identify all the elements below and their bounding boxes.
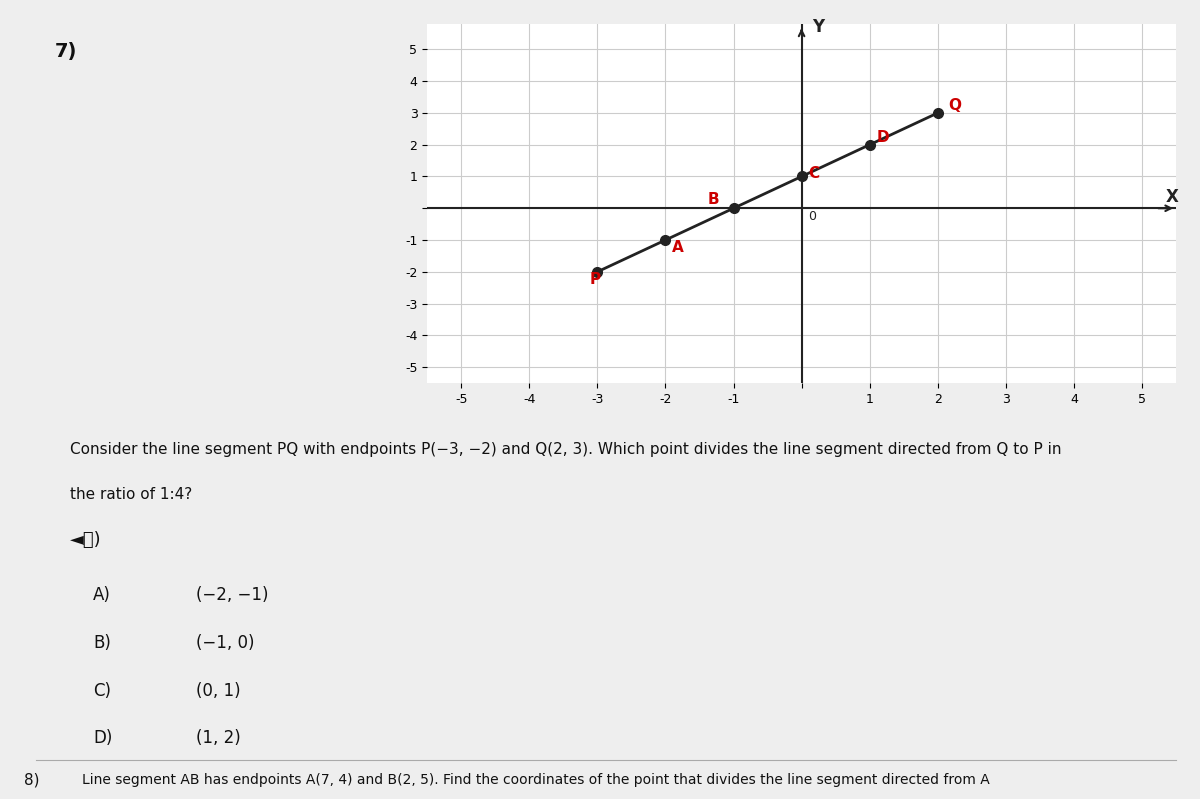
Text: X: X [1165, 188, 1178, 206]
Text: B): B) [94, 634, 110, 652]
Text: Consider the line segment PQ with endpoints P(−3, −2) and Q(2, 3). Which point d: Consider the line segment PQ with endpoi… [70, 442, 1062, 457]
Text: A): A) [94, 586, 110, 604]
Text: (−2, −1): (−2, −1) [196, 586, 268, 604]
Text: C: C [809, 166, 820, 181]
Text: 0: 0 [809, 210, 816, 224]
Text: Q: Q [948, 98, 961, 113]
Text: Y: Y [811, 18, 824, 36]
Text: D): D) [94, 729, 113, 747]
Text: the ratio of 1:4?: the ratio of 1:4? [70, 487, 192, 502]
Text: ◄⧩): ◄⧩) [70, 531, 102, 549]
Text: B: B [708, 193, 719, 208]
Text: C): C) [94, 682, 112, 700]
Text: (1, 2): (1, 2) [196, 729, 240, 747]
Text: (0, 1): (0, 1) [196, 682, 240, 700]
Text: (−1, 0): (−1, 0) [196, 634, 254, 652]
Text: P: P [589, 272, 600, 287]
Text: D: D [876, 130, 889, 145]
Text: 8): 8) [24, 773, 40, 787]
Text: A: A [672, 240, 684, 255]
Text: Line segment AB has endpoints A(7, 4) and B(2, 5). Find the coordinates of the p: Line segment AB has endpoints A(7, 4) an… [82, 773, 989, 787]
Text: 7): 7) [54, 42, 77, 61]
